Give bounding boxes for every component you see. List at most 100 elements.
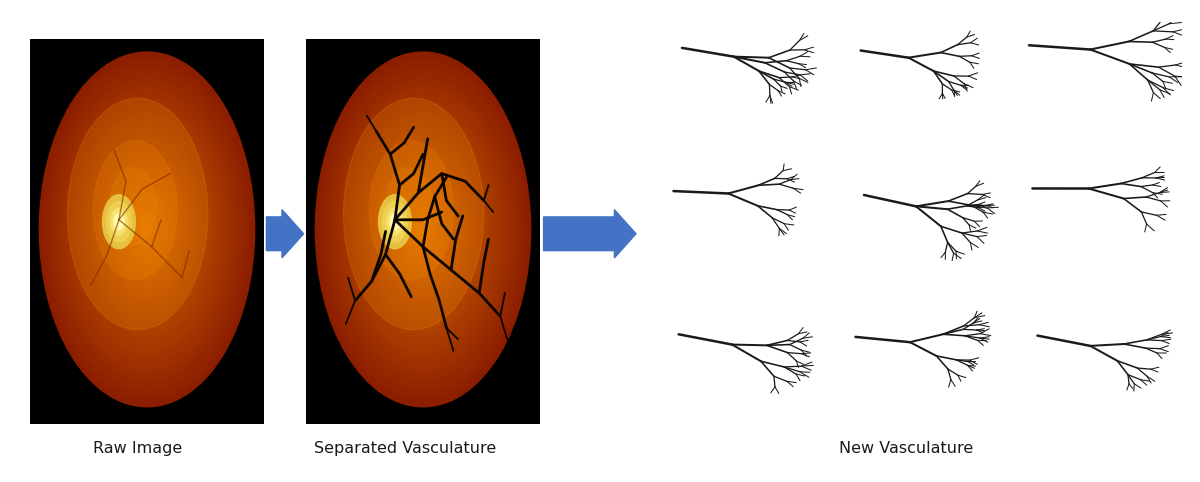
Circle shape xyxy=(420,224,426,235)
Circle shape xyxy=(94,141,178,280)
Circle shape xyxy=(58,81,236,377)
Text: New Vasculature: New Vasculature xyxy=(839,441,973,456)
Circle shape xyxy=(102,195,136,249)
Circle shape xyxy=(326,70,520,389)
Circle shape xyxy=(403,197,443,262)
Circle shape xyxy=(133,206,161,253)
Circle shape xyxy=(352,111,494,348)
Circle shape xyxy=(396,185,450,274)
Circle shape xyxy=(373,147,473,312)
Circle shape xyxy=(366,135,480,324)
Circle shape xyxy=(59,84,235,375)
Circle shape xyxy=(62,91,232,368)
Circle shape xyxy=(67,98,208,330)
Circle shape xyxy=(40,52,254,407)
Circle shape xyxy=(52,73,242,386)
Circle shape xyxy=(124,191,170,268)
Circle shape xyxy=(109,167,185,292)
Circle shape xyxy=(102,156,192,303)
Circle shape xyxy=(421,227,425,232)
Circle shape xyxy=(95,144,199,315)
Circle shape xyxy=(122,188,172,271)
Circle shape xyxy=(388,170,458,289)
Circle shape xyxy=(54,76,240,383)
Circle shape xyxy=(77,114,217,345)
Circle shape xyxy=(142,221,152,238)
Circle shape xyxy=(73,108,221,350)
Circle shape xyxy=(413,212,433,247)
Circle shape xyxy=(320,61,526,398)
Circle shape xyxy=(378,156,468,303)
Circle shape xyxy=(338,91,508,368)
Circle shape xyxy=(65,94,229,365)
Circle shape xyxy=(323,64,523,395)
Circle shape xyxy=(346,102,500,357)
FancyArrow shape xyxy=(544,210,636,258)
Circle shape xyxy=(138,214,156,244)
Circle shape xyxy=(137,212,157,247)
Circle shape xyxy=(371,144,475,315)
Circle shape xyxy=(134,209,160,250)
Circle shape xyxy=(319,58,527,401)
Circle shape xyxy=(112,170,182,289)
Circle shape xyxy=(370,141,476,318)
Circle shape xyxy=(98,149,196,309)
Circle shape xyxy=(79,117,215,342)
Circle shape xyxy=(120,185,174,274)
Circle shape xyxy=(91,138,203,321)
Circle shape xyxy=(140,217,154,241)
Circle shape xyxy=(416,217,430,241)
Circle shape xyxy=(391,176,455,282)
Circle shape xyxy=(414,214,432,244)
Circle shape xyxy=(389,173,457,286)
Circle shape xyxy=(341,94,505,365)
Circle shape xyxy=(109,168,156,245)
Circle shape xyxy=(337,88,509,371)
Circle shape xyxy=(317,55,529,404)
Circle shape xyxy=(41,55,253,404)
Circle shape xyxy=(144,224,150,235)
Circle shape xyxy=(390,214,400,230)
Circle shape xyxy=(55,79,239,380)
Circle shape xyxy=(395,182,451,277)
Circle shape xyxy=(47,64,247,395)
Circle shape xyxy=(84,126,210,333)
Circle shape xyxy=(331,79,515,380)
Circle shape xyxy=(130,200,164,259)
Circle shape xyxy=(359,123,487,336)
Circle shape xyxy=(407,203,439,256)
Circle shape xyxy=(76,111,218,348)
Circle shape xyxy=(410,209,436,250)
Circle shape xyxy=(343,98,484,330)
Circle shape xyxy=(61,88,233,371)
Circle shape xyxy=(370,141,454,280)
Circle shape xyxy=(110,208,127,235)
Circle shape xyxy=(342,96,504,362)
Circle shape xyxy=(72,105,222,354)
Circle shape xyxy=(349,108,497,350)
Circle shape xyxy=(392,179,454,280)
Circle shape xyxy=(68,99,226,360)
Text: Raw Image: Raw Image xyxy=(94,441,182,456)
Circle shape xyxy=(113,173,181,286)
Circle shape xyxy=(330,76,516,383)
Circle shape xyxy=(383,201,407,242)
Circle shape xyxy=(353,114,493,345)
Circle shape xyxy=(402,194,444,265)
Circle shape xyxy=(44,61,250,398)
Circle shape xyxy=(316,52,530,407)
Circle shape xyxy=(367,138,479,321)
Circle shape xyxy=(385,167,461,292)
Circle shape xyxy=(380,159,466,300)
Circle shape xyxy=(119,182,175,277)
Circle shape xyxy=(101,153,193,306)
Circle shape xyxy=(348,105,498,354)
Circle shape xyxy=(385,168,432,245)
Circle shape xyxy=(80,120,214,339)
Circle shape xyxy=(335,84,511,375)
Circle shape xyxy=(83,123,211,336)
Circle shape xyxy=(116,179,178,280)
Circle shape xyxy=(398,188,448,271)
Circle shape xyxy=(131,203,163,256)
Circle shape xyxy=(43,58,251,401)
